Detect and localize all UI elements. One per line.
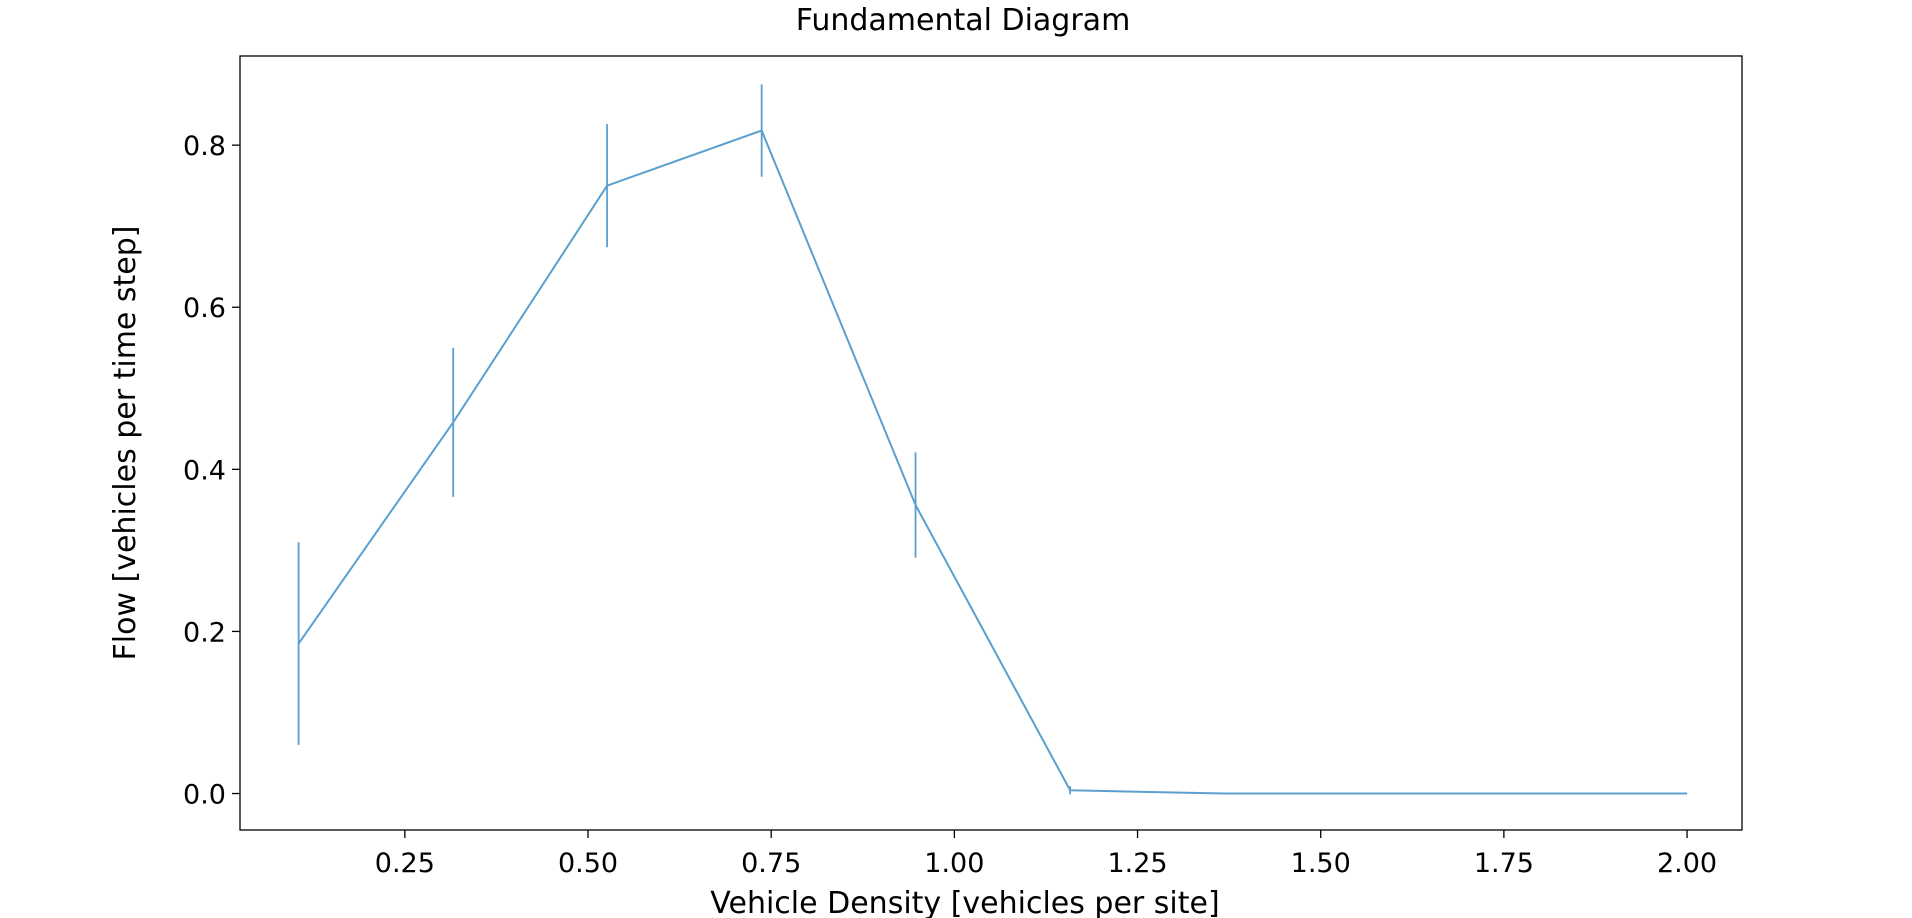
y-tick-label: 0.2 <box>183 617 226 648</box>
plot-frame <box>239 55 1743 831</box>
y-tick-label: 0.8 <box>183 131 226 162</box>
axis-ticks: 0.25 0.50 0.75 1.00 1.25 1.50 1.75 2.00 0.0 0.2 0.… <box>183 131 1717 879</box>
flow-line <box>297 129 1688 795</box>
y-axis-label: Flow [vehicles per time step] <box>108 225 143 660</box>
data-series <box>297 129 1688 795</box>
x-axis-label: Vehicle Density [vehicles per site] <box>710 886 1219 918</box>
y-tick-label: 0.6 <box>183 293 226 324</box>
x-tick-label: 0.50 <box>558 848 618 879</box>
x-tick-label: 0.25 <box>375 848 435 879</box>
x-tick-label: 1.50 <box>1291 848 1351 879</box>
x-tick-label: 0.75 <box>741 848 801 879</box>
x-tick-label: 1.75 <box>1474 848 1534 879</box>
x-tick-label: 2.00 <box>1657 848 1717 879</box>
x-tick-label: 1.00 <box>924 848 984 879</box>
chart-title: Fundamental Diagram <box>796 3 1131 38</box>
y-tick-label: 0.0 <box>183 780 226 811</box>
y-tick-label: 0.4 <box>183 455 226 486</box>
x-tick-label: 1.25 <box>1107 848 1167 879</box>
error-bars <box>297 84 1072 795</box>
